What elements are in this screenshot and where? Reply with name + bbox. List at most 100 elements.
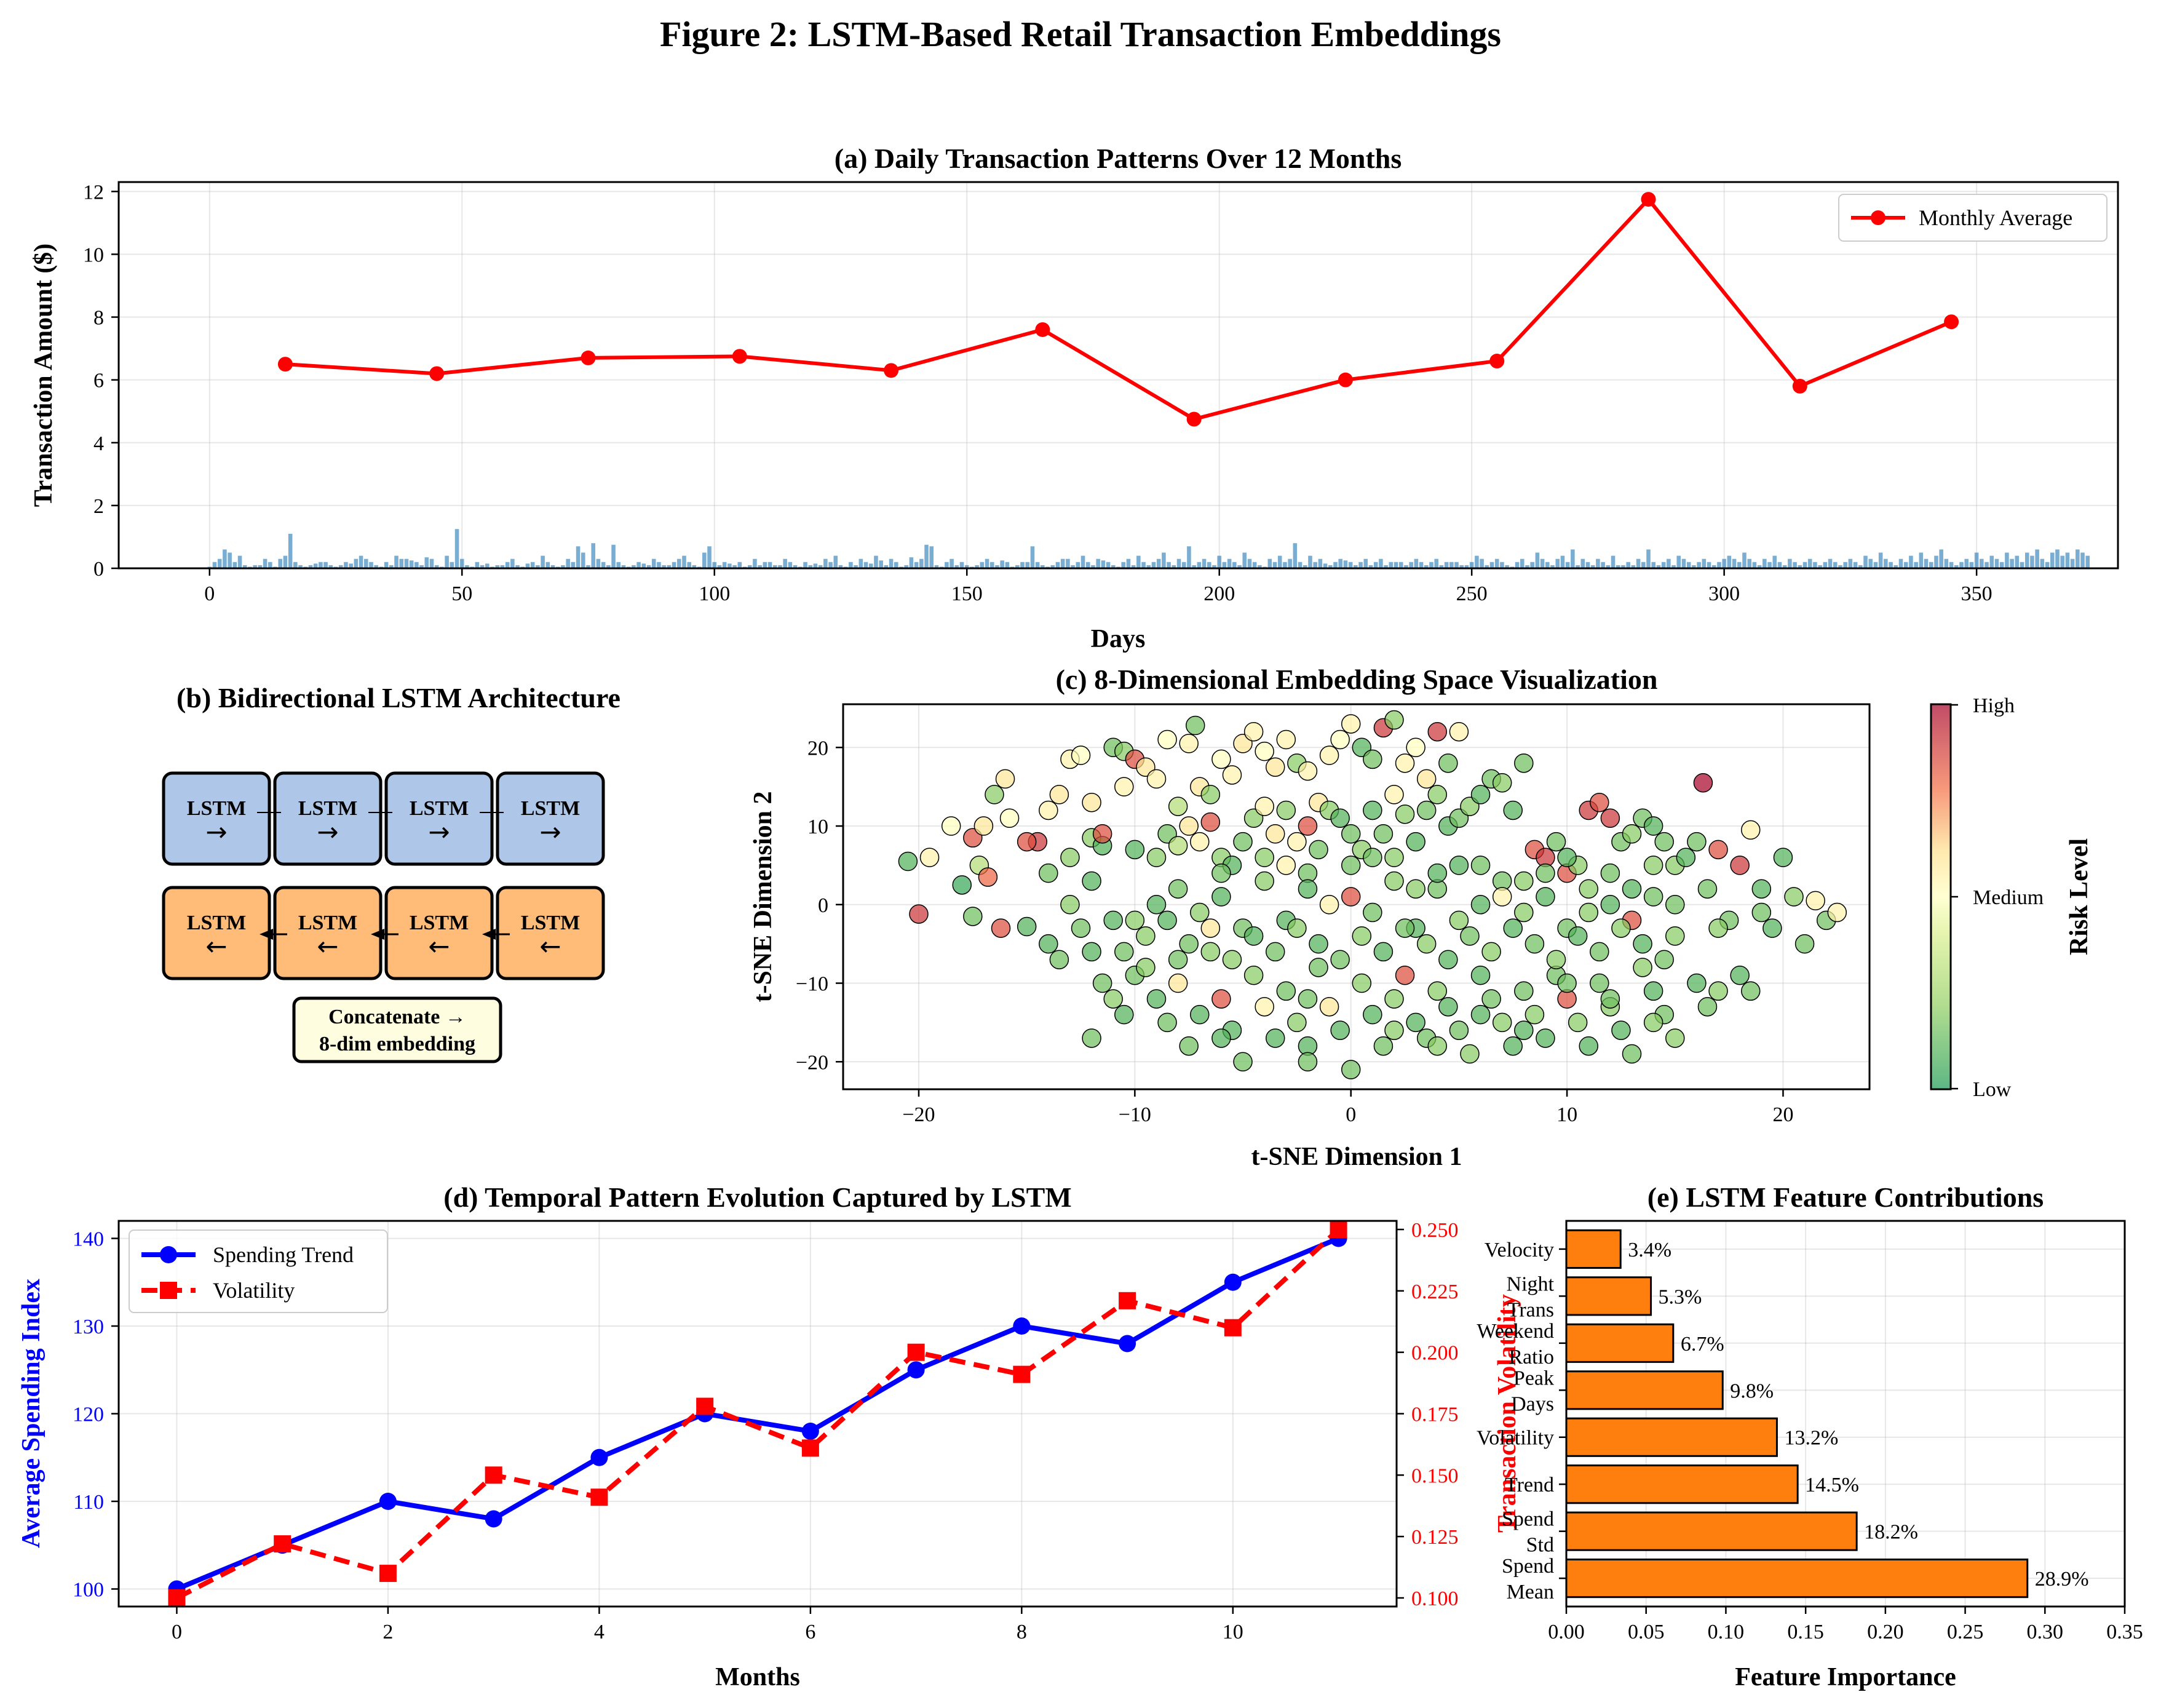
panel-a-daily-bar xyxy=(1868,558,1873,568)
panel-a-daily-bar xyxy=(1722,558,1726,568)
panel-a-title: (a) Daily Transaction Patterns Over 12 M… xyxy=(835,143,1402,174)
panel-a-daily-bar xyxy=(2030,555,2034,568)
panel-a-daily-bar xyxy=(571,562,576,568)
volatility-point xyxy=(801,1439,819,1457)
spending-trend-point xyxy=(907,1361,925,1379)
embedding-point xyxy=(1406,737,1425,758)
embedding-point xyxy=(1751,879,1772,899)
embedding-point xyxy=(1168,836,1188,856)
panel-a-daily-bar xyxy=(2045,562,2050,568)
embedding-point xyxy=(1168,950,1188,969)
panel-a-daily-bar xyxy=(480,565,485,568)
panel-a-daily-bar xyxy=(813,563,818,568)
embedding-point xyxy=(1525,934,1545,954)
embedding-point xyxy=(1395,918,1415,938)
panel-c-xlabel: t-SNE Dimension 1 xyxy=(1251,1143,1462,1171)
panel-a-daily-bar xyxy=(1671,565,1676,568)
panel-a-daily-bar xyxy=(1055,562,1060,568)
panel-a-daily-bar xyxy=(737,562,742,568)
spending-trend-point xyxy=(379,1493,397,1510)
panel-a-daily-bar xyxy=(359,555,363,568)
panel-a-daily-bar xyxy=(728,563,732,568)
embedding-point xyxy=(1265,942,1285,962)
panel-a-daily-bar xyxy=(606,565,611,568)
colorbar xyxy=(1930,703,1952,1090)
backward-arrow-icon: ← xyxy=(428,931,450,961)
panel-a-daily-bar xyxy=(338,565,343,568)
embedding-point xyxy=(1633,958,1652,977)
panel-a-daily-bar xyxy=(349,563,353,568)
embedding-point xyxy=(1438,753,1458,773)
embedding-point xyxy=(1611,918,1631,938)
embedding-point xyxy=(1341,1060,1361,1079)
panel-a-ytick-label: 2 xyxy=(93,495,104,518)
embedding-point xyxy=(1146,895,1167,915)
panel-a-daily-bar xyxy=(1944,558,1949,568)
panel-a-daily-bar xyxy=(459,558,464,568)
panel-a-daily-bar xyxy=(319,562,323,568)
panel-a-daily-bar xyxy=(1167,562,1171,568)
panel-d-xtick-label: 4 xyxy=(594,1621,605,1643)
embedding-point xyxy=(1243,721,1264,742)
embedding-point xyxy=(1470,1004,1491,1025)
panel-a-daily-bar xyxy=(1398,562,1403,568)
panel-a-daily-bar xyxy=(651,558,656,568)
embedding-point xyxy=(1622,1044,1642,1064)
panel-a-daily-bar xyxy=(1646,549,1651,568)
embedding-point xyxy=(1352,973,1372,993)
panel-a-daily-bar xyxy=(1131,565,1136,568)
colorbar-tick-medium: Medium xyxy=(1973,886,2044,909)
panel-a-ytick-label: 8 xyxy=(93,307,104,330)
embedding-point xyxy=(1276,981,1296,1001)
embedding-point xyxy=(1146,848,1167,867)
embedding-point xyxy=(1633,934,1652,954)
panel-a-monthly-point xyxy=(884,363,899,378)
panel-a-daily-bar xyxy=(223,549,227,568)
panel-a-daily-bar xyxy=(1914,562,1918,568)
panel-a-daily-bar xyxy=(1005,562,1010,568)
panel-a-daily-bar xyxy=(1464,565,1469,568)
panel-a-daily-bar xyxy=(288,533,293,568)
panel-a-daily-bar xyxy=(1308,555,1312,568)
panel-a-daily-bar xyxy=(717,565,722,568)
panel-a-daily-bar xyxy=(2055,549,2060,568)
panel-d-title: (d) Temporal Pattern Evolution Captured … xyxy=(443,1182,1071,1213)
panel-a-daily-bar xyxy=(2085,555,2090,568)
panel-a-daily-bar xyxy=(1379,558,1383,568)
panel-a-daily-bar xyxy=(541,555,545,568)
panel-d-ylabel-left: Average Spending Index xyxy=(17,1279,46,1548)
panel-a-daily-bar xyxy=(1515,562,1520,568)
panel-a-daily-bar xyxy=(1843,562,1847,568)
panel-a-daily-bar xyxy=(1893,565,1898,568)
volatility-point xyxy=(1224,1319,1242,1337)
panel-a-daily-bar xyxy=(232,562,237,568)
panel-a-daily-bar xyxy=(495,565,500,568)
panel-a-daily-bar xyxy=(1802,562,1807,568)
panel-a-daily-bar xyxy=(879,560,883,568)
panel-a-daily-bar xyxy=(985,558,989,568)
embedding-point xyxy=(1363,800,1382,820)
panel-e-ytick-label: Night Trans xyxy=(1507,1273,1555,1321)
panel-a-daily-bar xyxy=(772,565,777,568)
panel-a-daily-bar xyxy=(1686,562,1691,568)
embedding-point xyxy=(1730,856,1750,875)
panel-a-daily-bar xyxy=(858,558,863,568)
panel-a-daily-bar xyxy=(702,552,707,568)
panel-a-daily-bar xyxy=(1747,558,1751,568)
lstm-cell-label: LSTM xyxy=(410,912,469,934)
panel-c-title: (c) 8-Dimensional Embedding Space Visual… xyxy=(1056,664,1658,695)
panel-a-daily-bar xyxy=(263,558,268,568)
embedding-point xyxy=(1168,879,1188,899)
panel-a-daily-bar xyxy=(2070,558,2075,568)
panel-a-daily-bar xyxy=(1863,555,1868,568)
panel-a-daily-bar xyxy=(1616,565,1620,568)
panel-a-daily-bar xyxy=(1434,558,1438,568)
embedding-point xyxy=(1092,824,1112,844)
forward-arrow-icon: → xyxy=(317,817,338,847)
panel-a-daily-bar xyxy=(1136,555,1141,568)
embedding-point xyxy=(1049,785,1069,804)
panel-c-xtick-label: −10 xyxy=(1119,1103,1151,1126)
panel-a-daily-bar xyxy=(662,565,666,568)
embedding-point xyxy=(1265,1028,1285,1048)
panel-a-daily-bar xyxy=(298,565,303,568)
